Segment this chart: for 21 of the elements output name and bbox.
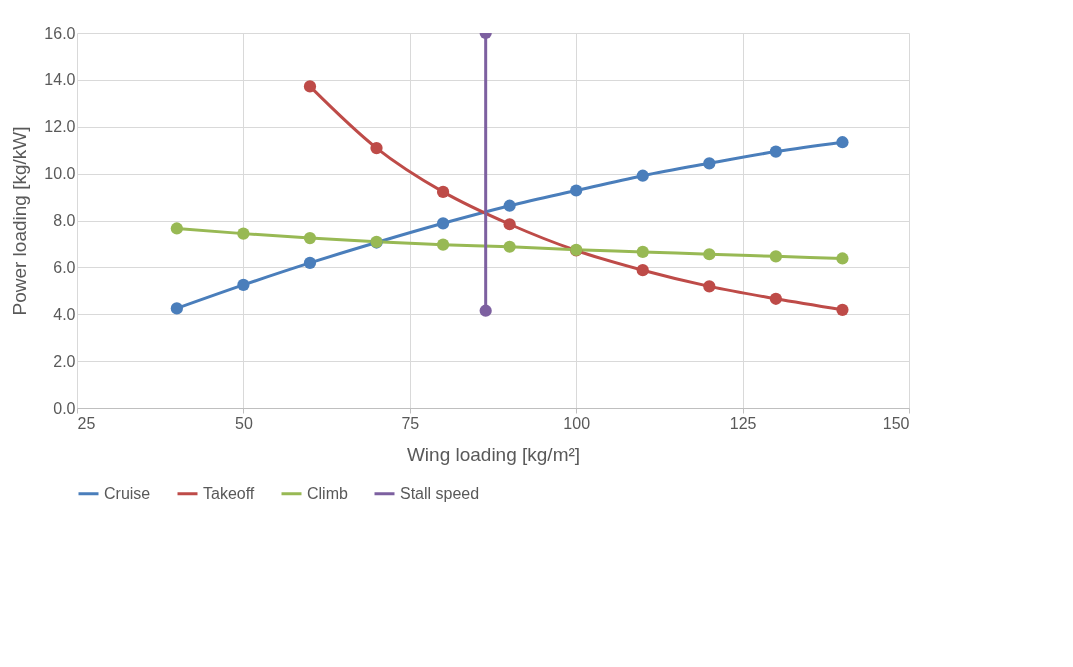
legend-label: Takeoff (203, 484, 255, 502)
y-tick-label: 4.0 (53, 305, 76, 323)
y-tick-label: 6.0 (53, 258, 76, 276)
x-tick-label: 75 (401, 414, 420, 432)
y-tick-label: 8.0 (53, 212, 76, 229)
x-tick-label: 50 (235, 414, 253, 432)
legend-label: Climb (307, 484, 348, 502)
x-tick-label: 25 (77, 414, 96, 432)
x-tick-label: 150 (882, 414, 910, 432)
y-tick-label: 16.0 (44, 24, 76, 42)
y-tick-label: 2.0 (53, 352, 76, 370)
x-tick-label: 100 (563, 414, 591, 432)
legend-label: Stall speed (400, 484, 480, 502)
y-axis-title: Power loading [kg/kW] (9, 126, 31, 316)
legend-label: Cruise (104, 484, 151, 502)
y-tick-label: 12.0 (44, 118, 76, 136)
y-tick-label: 0.0 (53, 399, 76, 417)
y-tick-label: 14.0 (44, 71, 76, 89)
y-tick-label: 10.0 (44, 165, 76, 183)
x-axis-title: Wing loading [kg/m²] (406, 443, 581, 465)
x-tick-label: 125 (729, 414, 757, 432)
